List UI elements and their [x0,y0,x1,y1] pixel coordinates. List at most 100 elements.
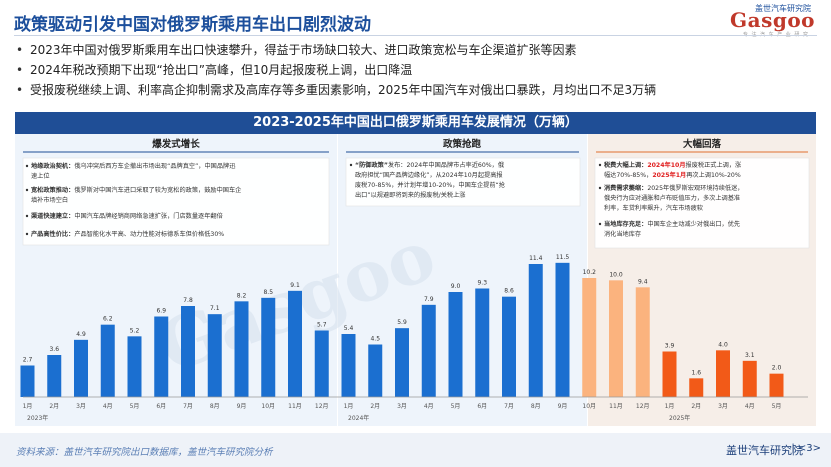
bar-value-label-2: 3.6 [49,346,59,353]
month-tick-label-28: 4月 [745,403,755,410]
bar-value-label-21: 11.5 [556,254,570,261]
logo-cn-text: 盖世汽车研究院 [755,4,811,13]
phase3-note-line-2: 幅达70%-85%，2025年1月再次上调10%-20% [604,171,741,179]
page-title: 政策驱动引发中国对俄罗斯乘用车出口剧烈波动 [14,15,371,35]
bullet-2023: 2023年中国对俄罗斯乘用车出口快速攀升，得益于市场缺口较大、进口政策宽松与车企… [16,40,816,60]
bar-value-label-3: 4.9 [76,331,86,338]
phase1-note-line-3: 宽松政策推动：俄罗斯对中国汽车进口采取了较为宽松的政策，鼓励中国车企 [30,186,242,194]
bar-value-label-1: 2.7 [23,357,33,364]
bar-23 [609,280,623,397]
phase1-bullet-4 [25,232,29,236]
phase2-note-line-1: “防御政策”发布：2024年中国品牌市占率近60%，俄 [355,161,504,169]
bar-1 [20,365,35,397]
bar-14 [368,344,383,397]
bar-16 [421,304,436,397]
bar-7 [181,306,195,397]
bar-19 [502,296,516,397]
bar-3 [74,339,88,397]
bars-group: 2.7 1月 3.6 2月 4.9 3月 6.2 4月 5.2 5月 6.9 6月 7.8 7月 7.1 8月… [20,254,784,410]
bar-12 [314,330,329,397]
phase3-note-line-4: 俄央行为应对通胀和卢布贬值压力，多次上调基准 [604,194,740,202]
month-tick-label-4: 4月 [103,403,113,410]
bar-value-label-7: 7.8 [183,297,193,304]
month-tick-label-10: 10月 [261,403,275,410]
phase2-note-box [345,157,581,207]
month-tick-label-26: 2月 [691,403,701,410]
phase3-note-line-3: 消费需求萎缩：2025年俄罗斯宏观环境持续低迷， [604,184,744,192]
bar-11 [288,290,302,397]
month-tick-label-5: 5月 [130,403,140,410]
summary-bullets: 2023年中国对俄罗斯乘用车出口快速攀升，得益于市场缺口较大、进口政策宽松与车企… [16,40,816,100]
bar-27 [716,350,730,397]
month-tick-label-13: 1月 [344,403,354,410]
phase-label-2: 政策抢跑 [443,138,482,150]
phase1-note-line-1: 地缘政治契机：俄乌冲突后西方车企撤出市场出现“品牌真空”，中国品牌迅 [31,162,235,170]
month-tick-label-12: 12月 [315,403,329,410]
bar-21 [555,262,570,397]
title-divider [14,35,817,36]
month-tick-label-16: 4月 [424,403,434,410]
month-tick-label-29: 5月 [772,403,782,410]
bullet-2024: 2024年税改预期下出现“抢出口”高峰，但10月起报废税上调，出口降温 [16,60,816,80]
phase3-note-line-7: 消化当地库存 [604,230,641,238]
phase3-notes: 税费大幅上调：2024年10月报废税正式上调，涨 幅达70%-85%，2025年… [594,157,810,249]
bar-8 [207,314,222,397]
bar-value-label-22: 10.2 [583,269,597,276]
logo-wordmark: Gasgoo [730,8,815,32]
month-tick-label-22: 10月 [582,403,596,410]
bar-value-label-28: 3.1 [745,352,755,359]
bar-value-label-6: 6.9 [156,308,166,315]
bar-18 [475,288,490,397]
month-tick-label-14: 2月 [370,403,380,410]
phase1-note-line-6: 产品高性价比：产品智能化水平高、动力性能对标德系车但价格低30% [31,230,224,238]
bar-28 [742,360,757,397]
phase3-note-line-6: 当地库存充足：中国车企主动减少对俄出口，优先 [604,220,740,228]
bar-value-label-8: 7.1 [210,305,220,312]
phase1-note-line-2: 速上位 [31,172,50,180]
phase3-bullet-3 [598,222,602,226]
bar-value-label-10: 8.5 [263,289,273,296]
month-tick-label-21: 9月 [558,403,568,410]
month-tick-label-6: 6月 [156,403,166,410]
bar-4 [100,324,115,397]
year-label-2023: 2023年 [27,414,48,422]
month-tick-label-3: 3月 [76,403,86,410]
gasgoo-logo: 盖世汽车研究院 Gasgoo 专 注 汽 车 产 业 研 究 [645,4,815,38]
month-tick-label-20: 8月 [531,403,541,410]
year-label-2024: 2024年 [348,414,369,422]
footer-brand: 盖世汽车研究院 [726,444,803,457]
phase1-notes: 地缘政治契机：俄乌冲突后西方车企撤出市场出现“品牌真空”，中国品牌迅 速上位 宽… [22,157,330,246]
bar-22 [582,278,597,397]
phase1-bullet-2 [25,188,29,192]
bar-value-label-20: 11.4 [529,255,543,262]
bar-value-label-27: 4.0 [718,341,728,348]
year-label-2025: 2025年 [669,414,690,422]
bar-value-label-11: 9.1 [290,282,300,289]
bar-value-label-5: 5.2 [130,327,140,334]
month-tick-label-19: 7月 [504,403,514,410]
phase1-note-line-4: 填补市场空白 [31,196,68,204]
bar-value-label-13: 5.4 [344,325,354,332]
month-tick-label-18: 6月 [477,403,487,410]
chart-title-banner: 2023-2025年中国出口俄罗斯乘用车发展情况（万辆） [15,112,816,134]
bar-value-label-4: 6.2 [103,316,113,323]
phase3-note-line-5: 利率，车贷利率飙升，汽车市场疲软 [604,204,703,212]
bar-value-label-19: 8.6 [504,288,514,295]
bar-value-label-26: 1.6 [691,369,701,376]
bar-24 [635,287,650,397]
month-tick-label-23: 11月 [609,403,623,410]
month-tick-label-2: 2月 [49,403,59,410]
month-tick-label-9: 9月 [237,403,247,410]
bar-value-label-16: 7.9 [424,296,434,303]
bar-value-label-24: 9.4 [638,278,648,285]
month-tick-label-1: 1月 [23,403,33,410]
phase-label-1: 爆发式增长 [152,138,200,150]
phase2-notes: “防御政策”发布：2024年中国品牌市占率近60%，俄 政府担忧“国产品牌边缘化… [345,157,581,207]
bar-value-label-25: 3.9 [665,343,675,350]
bar-15 [395,328,409,397]
bar-value-label-15: 5.9 [397,319,407,326]
phase3-note-box [594,157,810,249]
phase2-bullet-1 [349,163,353,167]
bar-value-label-14: 4.5 [370,336,380,343]
month-tick-label-11: 11月 [288,403,302,410]
